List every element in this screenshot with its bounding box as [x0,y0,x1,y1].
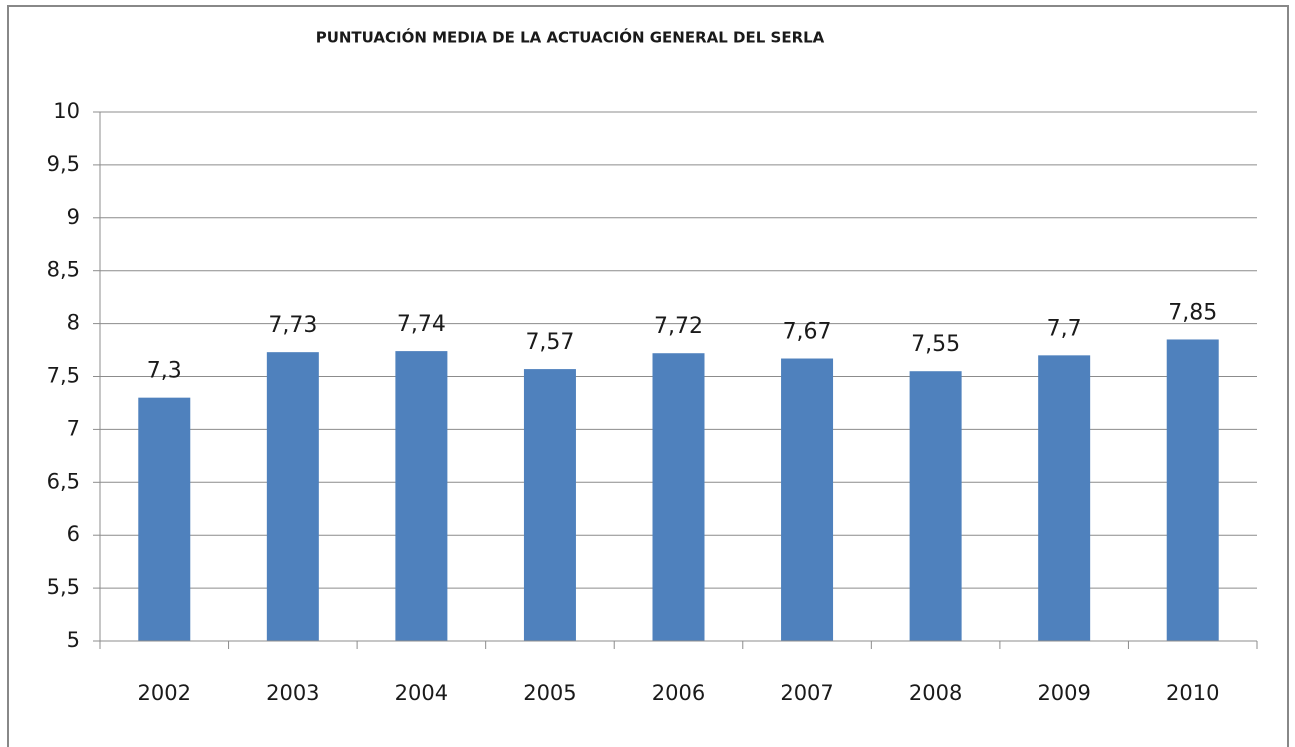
x-tick-label: 2006 [652,681,705,705]
y-tick-label: 9,5 [47,152,80,176]
bar [1038,355,1091,641]
y-tick-label: 10 [53,99,80,123]
bar [266,352,319,641]
data-label: 7,85 [1168,300,1217,325]
y-tick-label: 6,5 [47,469,80,493]
x-tick-label: 2007 [780,681,833,705]
x-tick-label: 2010 [1166,681,1219,705]
x-tick-label: 2009 [1037,681,1090,705]
y-tick-label: 8 [67,311,80,335]
chart-title: PUNTUACIÓN MEDIA DE LA ACTUACIÓN GENERAL… [316,28,825,47]
data-label: 7,57 [525,330,574,355]
y-tick-label: 9 [67,205,80,229]
y-tick-label: 5 [67,628,80,652]
x-tick-label: 2004 [395,681,448,705]
data-label: 7,73 [268,313,317,338]
y-tick-label: 8,5 [47,258,80,282]
x-tick-label: 2005 [523,681,576,705]
y-tick-label: 5,5 [47,575,80,599]
data-label: 7,72 [654,314,703,339]
data-label: 7,7 [1047,316,1082,341]
bar [138,397,191,641]
y-tick-label: 6 [67,522,80,546]
y-tick-label: 7 [67,416,80,440]
x-tick-label: 2003 [266,681,319,705]
bar [395,351,448,641]
x-tick-label: 2008 [909,681,962,705]
bar [781,358,834,641]
data-label: 7,74 [397,312,446,337]
y-tick-label: 7,5 [47,364,80,388]
x-tick-label: 2002 [138,681,191,705]
bar [1166,339,1219,641]
bar [523,369,576,641]
data-label: 7,55 [911,332,960,357]
data-label: 7,3 [147,359,182,384]
bar [652,353,705,641]
bar [909,371,962,641]
data-label: 7,67 [783,320,832,345]
